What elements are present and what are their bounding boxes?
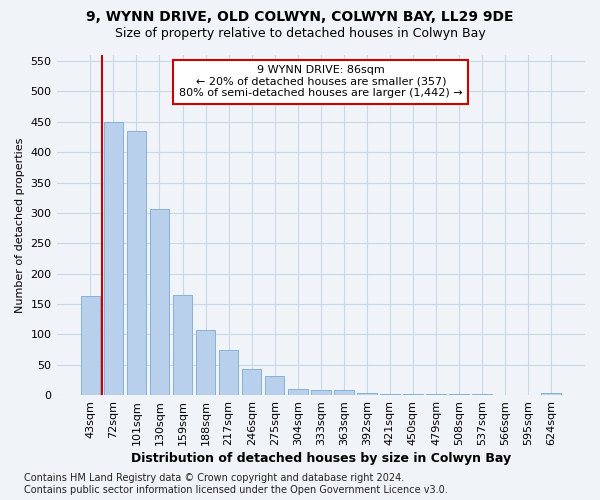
- Bar: [104, 122, 123, 395]
- Y-axis label: Number of detached properties: Number of detached properties: [15, 138, 25, 312]
- Bar: [334, 390, 353, 395]
- Bar: [311, 390, 331, 395]
- Bar: [449, 394, 469, 395]
- Bar: [426, 394, 446, 395]
- Bar: [80, 296, 100, 395]
- Bar: [288, 389, 308, 395]
- Bar: [196, 330, 215, 395]
- Bar: [472, 394, 492, 395]
- Bar: [265, 376, 284, 395]
- Bar: [173, 295, 193, 395]
- Text: Size of property relative to detached houses in Colwyn Bay: Size of property relative to detached ho…: [115, 28, 485, 40]
- Bar: [541, 392, 561, 395]
- Bar: [127, 131, 146, 395]
- Bar: [357, 392, 377, 395]
- X-axis label: Distribution of detached houses by size in Colwyn Bay: Distribution of detached houses by size …: [131, 452, 511, 465]
- Text: 9, WYNN DRIVE, OLD COLWYN, COLWYN BAY, LL29 9DE: 9, WYNN DRIVE, OLD COLWYN, COLWYN BAY, L…: [86, 10, 514, 24]
- Text: 9 WYNN DRIVE: 86sqm
← 20% of detached houses are smaller (357)
80% of semi-detac: 9 WYNN DRIVE: 86sqm ← 20% of detached ho…: [179, 65, 463, 98]
- Bar: [242, 369, 262, 395]
- Text: Contains HM Land Registry data © Crown copyright and database right 2024.
Contai: Contains HM Land Registry data © Crown c…: [24, 474, 448, 495]
- Bar: [219, 350, 238, 395]
- Bar: [380, 394, 400, 395]
- Bar: [149, 208, 169, 395]
- Bar: [403, 394, 423, 395]
